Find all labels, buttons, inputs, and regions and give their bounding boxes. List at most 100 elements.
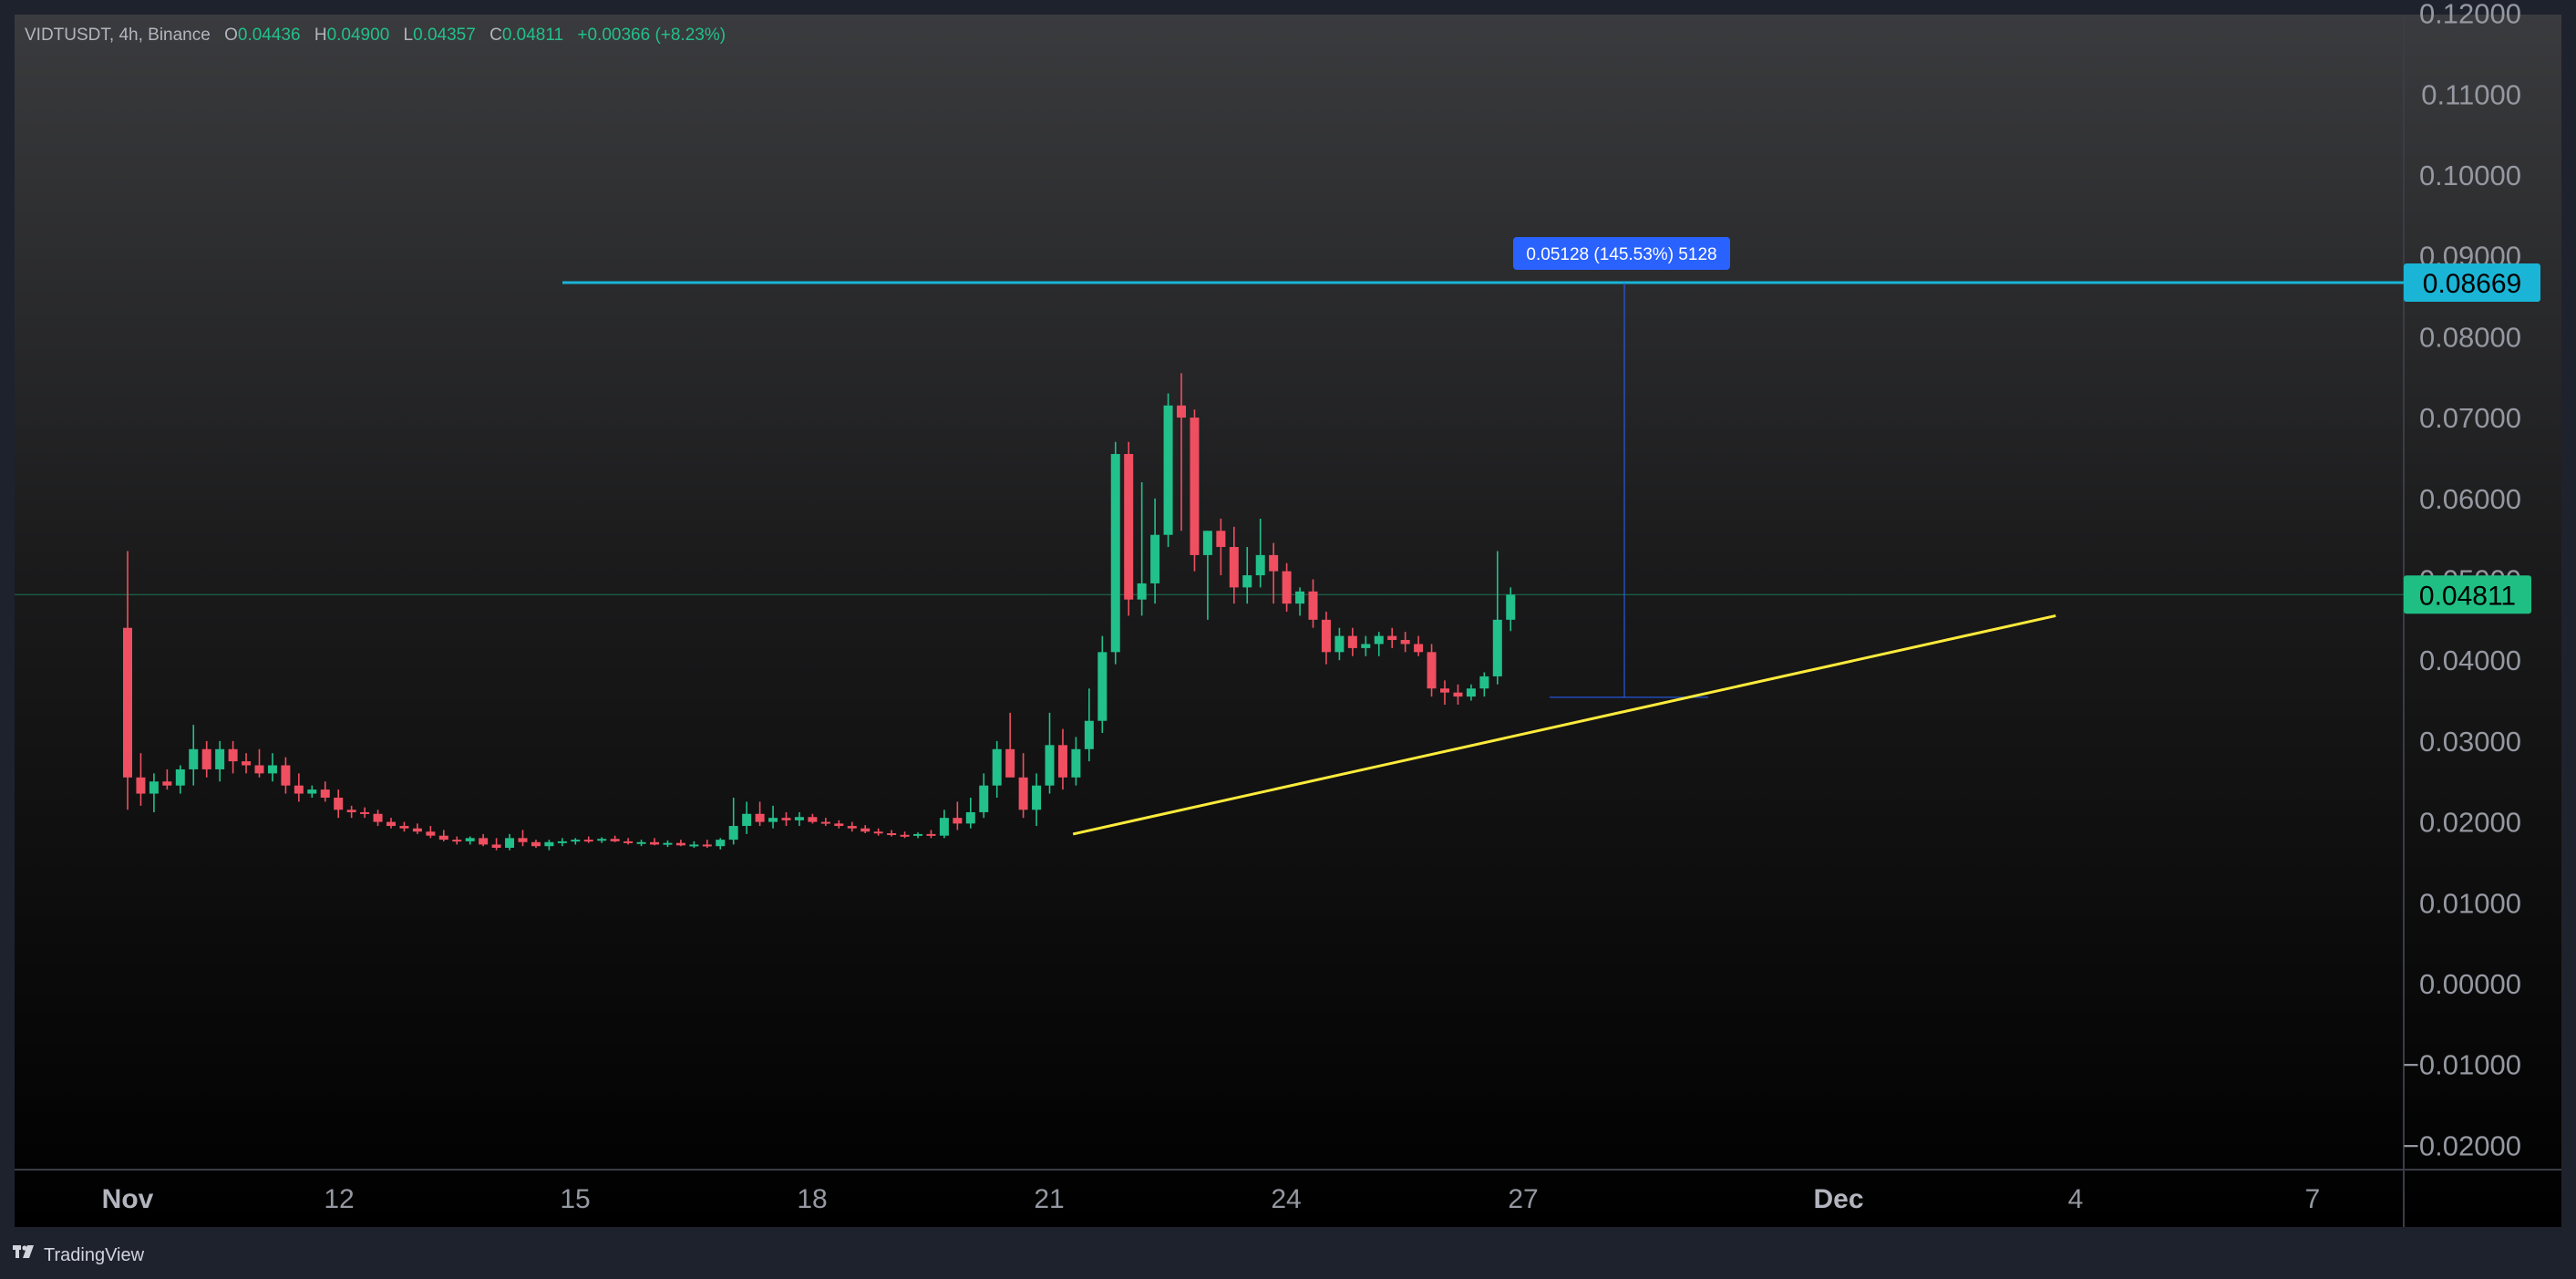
candle-body [557,841,567,843]
candle-body [123,627,132,778]
candle-body [1269,554,1279,572]
candle-body [386,821,396,827]
candle-body [1282,571,1292,604]
candle-body [452,840,462,842]
price-tick-label: 0.02000 [2419,807,2521,839]
candle-body [1506,594,1516,620]
price-tick-label: 0.00000 [2419,968,2521,1000]
candle-body [479,838,489,845]
candle-body [650,841,659,845]
candle-body [1045,745,1055,786]
candle-body [242,761,252,766]
symbol-legend[interactable]: VIDTUSDT, 4h, Binance O0.04436 H0.04900 … [25,26,726,45]
candle-body [755,813,765,822]
candle-body [1492,619,1502,676]
change-value: +0.00366 (+8.23%) [577,26,726,45]
candle-body [1202,531,1212,555]
candle-body [149,781,159,794]
candle-body [820,821,830,824]
candle-body [702,844,712,847]
candle-body [1005,748,1015,778]
candle-body [1427,652,1437,689]
tradingview-logo[interactable]: TradingView [13,1245,145,1265]
candle-body [175,768,185,786]
time-tick-label: 27 [1508,1184,1538,1214]
price-tick-label: 0.04000 [2419,645,2521,676]
candle-body [162,781,172,786]
candle-body [965,811,975,824]
time-tick-label: 12 [324,1184,354,1214]
time-tick-label: Dec [1813,1184,1863,1214]
candle-body [518,838,528,842]
candle-body [1150,534,1160,583]
ascending-trendline[interactable] [1072,614,2056,836]
candle-body [307,789,317,794]
measure-badge: 0.05128 (145.53%) 5128 [1513,237,1730,270]
candle-body [1216,531,1226,548]
candle-body [979,785,989,812]
candle-body [1097,652,1108,721]
candle-body [1255,554,1265,576]
price-tick-label: −0.01000 [2403,1049,2521,1081]
candle-body [1190,418,1200,555]
candle-body [1321,619,1331,653]
close-label: C [489,26,502,45]
price-axis[interactable]: 0.12000 0.11000 0.10000 0.09000 0.08000 … [2403,0,2521,1161]
low-label: L [404,26,414,45]
candle-body [544,841,554,847]
candle-body [189,748,199,769]
candle-body [571,840,581,842]
price-tick-label: 0.01000 [2419,887,2521,919]
candle-body [1110,454,1120,653]
low-value: 0.04357 [413,26,476,45]
candle-body [254,765,264,774]
candle-body [1400,640,1410,645]
candle-body [583,840,593,842]
candle-body [491,844,501,848]
candle-body [1374,635,1384,645]
target-price-badge: 0.08669 [2404,263,2540,303]
time-tick-label: 7 [2305,1184,2321,1214]
price-tick-label: 0.07000 [2419,402,2521,434]
last-price-label: 0.04811 [2419,581,2516,611]
candle-body [294,785,304,794]
candle-body [438,835,448,841]
candle-body [610,839,620,841]
candle-body [1177,405,1186,418]
candle-body [505,838,515,848]
last-price-badge-bg [2404,575,2531,614]
price-tick-label: 0.08000 [2419,321,2521,353]
candle-body [1084,720,1094,749]
candle-body [1440,688,1449,693]
price-tick-label: 0.12000 [2419,0,2521,30]
time-tick-label: 4 [2068,1184,2084,1214]
branding-text: TradingView [44,1245,145,1265]
chart-background [15,15,2561,1227]
candle-body [531,841,541,847]
candle-body [399,826,409,829]
candle-body [228,748,238,762]
symbol-label: VIDTUSDT, 4h, Binance [25,26,211,45]
candle-body [847,826,857,829]
candle-body [360,811,370,814]
candle-body [201,748,211,769]
candle-body [887,833,897,836]
candle-body [465,838,475,841]
candles-group [123,373,1516,851]
candle-body [1057,745,1067,778]
candle-body [1124,454,1134,600]
candle-body [768,818,778,822]
candle-body [136,777,146,794]
price-tick-label: 0.11000 [2421,78,2521,110]
candle-body [1018,777,1028,810]
candle-body [1295,591,1305,604]
candle-body [320,789,330,798]
time-tick-label: 21 [1034,1184,1064,1214]
last-price-badge: 0.04811 [2404,575,2531,614]
time-axis[interactable]: Nov 12 15 18 21 24 27 Dec 4 7 [102,1184,2321,1214]
target-price-label: 0.08669 [2423,269,2521,299]
candle-body [334,797,344,810]
close-value: 0.04811 [502,26,563,45]
